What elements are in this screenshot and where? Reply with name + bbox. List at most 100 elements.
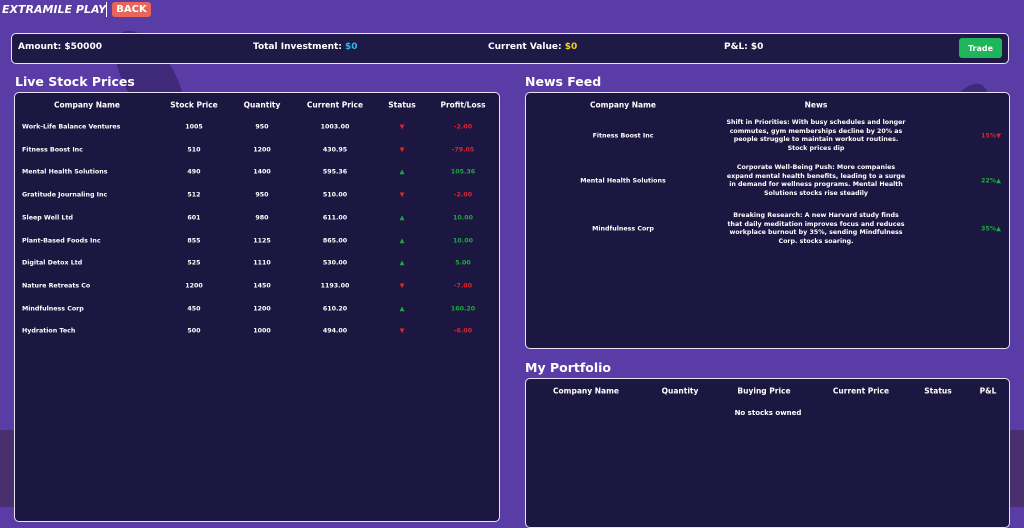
table-cell: 1000 bbox=[253, 327, 271, 335]
column-header: Profit/Loss bbox=[440, 100, 486, 110]
status-icon: ▲ bbox=[399, 237, 405, 244]
table-cell: 530.00 bbox=[322, 259, 348, 267]
table-cell: 601 bbox=[187, 214, 201, 222]
company-name: Work-Life Balance Ventures bbox=[22, 123, 121, 131]
table-cell: 1193.00 bbox=[320, 282, 350, 290]
table-cell: 512 bbox=[187, 191, 201, 199]
divider bbox=[106, 2, 107, 17]
news-text: Shift in Priorities: With busy schedules… bbox=[726, 119, 906, 152]
back-button[interactable]: BACK bbox=[112, 2, 151, 17]
table-cell: -7.00 bbox=[453, 282, 473, 290]
table-cell: 1200 bbox=[185, 282, 203, 290]
table-cell: 865.00 bbox=[322, 237, 348, 244]
pnl-value: $0 bbox=[750, 42, 764, 52]
company-name: Nature Retreats Co bbox=[22, 282, 91, 290]
table-cell: 510 bbox=[187, 146, 201, 154]
table-cell: -2.00 bbox=[453, 191, 473, 199]
company-name: Plant-Based Foods Inc bbox=[22, 237, 101, 244]
table-cell: 1003.00 bbox=[320, 123, 350, 131]
current-value-label: Current Value: bbox=[488, 42, 562, 52]
column-header: Status bbox=[388, 100, 416, 110]
table-cell: 490 bbox=[187, 168, 201, 176]
status-icon: ▲ bbox=[399, 259, 405, 267]
table-cell: 1450 bbox=[253, 282, 271, 290]
column-header: P&L bbox=[979, 386, 997, 396]
column-header: Current Price bbox=[832, 386, 890, 396]
table-cell: 611.00 bbox=[322, 214, 348, 222]
change-value: 22% bbox=[981, 177, 997, 185]
news-text: Breaking Research: A new Harvard study f… bbox=[727, 212, 905, 245]
company-name: Mental Health Solutions bbox=[580, 177, 666, 185]
trade-button[interactable]: Trade bbox=[959, 38, 1002, 58]
table-cell: 1110 bbox=[253, 259, 271, 267]
table-cell: 1200 bbox=[253, 146, 271, 154]
pnl-label: P&L: bbox=[724, 42, 748, 52]
table-cell: 950 bbox=[255, 123, 269, 131]
table-cell: 10.00 bbox=[453, 237, 473, 244]
company-name: Mindfulness Corp bbox=[22, 305, 84, 313]
column-header: News bbox=[804, 100, 828, 110]
amount: Amount: $50000 bbox=[18, 42, 102, 52]
table-cell: 494.00 bbox=[322, 327, 348, 335]
company-name: Sleep Well Ltd bbox=[22, 214, 73, 222]
section-title: Live Stock Prices bbox=[15, 74, 135, 89]
change-value: 35% bbox=[981, 225, 997, 233]
change: 22%▲ bbox=[981, 178, 1001, 185]
company-name: Gratitude Journaling Inc bbox=[22, 191, 108, 199]
table-cell: -6.00 bbox=[453, 327, 473, 335]
table-cell: 1125 bbox=[253, 237, 271, 244]
status-icon: ▼ bbox=[399, 282, 405, 290]
table-cell: -2.00 bbox=[453, 123, 473, 131]
column-header: Quantity bbox=[661, 386, 699, 396]
section-title: My Portfolio bbox=[525, 360, 612, 375]
status-icon: ▼ bbox=[399, 146, 405, 154]
live-prices-panel: Company Name Stock Price Quantity Current P… bbox=[14, 92, 500, 522]
company-name: Mental Health Solutions bbox=[22, 168, 108, 176]
column-header: Company Name bbox=[54, 100, 120, 110]
change-arrow: ▲ bbox=[996, 177, 1001, 185]
empty-message: No stocks owned bbox=[734, 409, 802, 417]
company-name: Fitness Boost Inc bbox=[22, 146, 83, 154]
company-name: Digital Detox Ltd bbox=[22, 259, 83, 267]
table-cell: 595.36 bbox=[322, 168, 348, 176]
status-icon: ▼ bbox=[399, 327, 405, 335]
change-arrow: ▲ bbox=[996, 225, 1001, 233]
column-header: Stock Price bbox=[170, 100, 218, 110]
investment-label: Total Investment: bbox=[253, 42, 342, 52]
status-icon: ▲ bbox=[399, 305, 405, 313]
investment-value: $0 bbox=[345, 42, 358, 52]
news-panel: Company Name News Fitness Boost Inc Shift i… bbox=[525, 92, 1010, 349]
current-value: Current Value: $0 bbox=[488, 42, 577, 52]
news-text: Corporate Well-Being Push: More companie… bbox=[726, 164, 906, 197]
table-cell: 10.00 bbox=[453, 214, 473, 222]
table-cell: 1200 bbox=[253, 305, 271, 313]
portfolio-panel: Company Name Quantity Buying Price Current … bbox=[525, 378, 1010, 528]
table-cell: 105.36 bbox=[450, 168, 476, 176]
change-arrow: ▼ bbox=[996, 132, 1001, 140]
company-name: Mindfulness Corp bbox=[592, 225, 654, 233]
table-cell: 1400 bbox=[253, 168, 271, 176]
table-cell: 430.95 bbox=[322, 146, 348, 154]
column-header: Company Name bbox=[590, 100, 656, 110]
column-header: Company Name bbox=[553, 386, 619, 396]
investment: Total Investment: $0 bbox=[253, 42, 358, 52]
table-cell: 510.00 bbox=[322, 191, 348, 199]
column-header: Quantity bbox=[243, 100, 281, 110]
table-cell: 525 bbox=[187, 259, 201, 267]
table-cell: 450 bbox=[187, 305, 201, 313]
table-cell: 1005 bbox=[185, 123, 203, 131]
table-cell: 980 bbox=[255, 214, 269, 222]
summary-bar bbox=[11, 33, 1009, 64]
table-cell: 5.00 bbox=[455, 259, 471, 267]
column-header: Current Price bbox=[306, 100, 364, 110]
amount-value: $50000 bbox=[64, 42, 102, 52]
change: 15%▼ bbox=[981, 133, 1001, 140]
company-name: Hydration Tech bbox=[22, 327, 76, 335]
status-icon: ▲ bbox=[399, 214, 405, 222]
company-name: Fitness Boost Inc bbox=[592, 132, 654, 140]
section-title: News Feed bbox=[525, 74, 602, 89]
logo: EXTRAMILE PLAY bbox=[2, 3, 107, 16]
table-cell: 855 bbox=[187, 237, 201, 244]
